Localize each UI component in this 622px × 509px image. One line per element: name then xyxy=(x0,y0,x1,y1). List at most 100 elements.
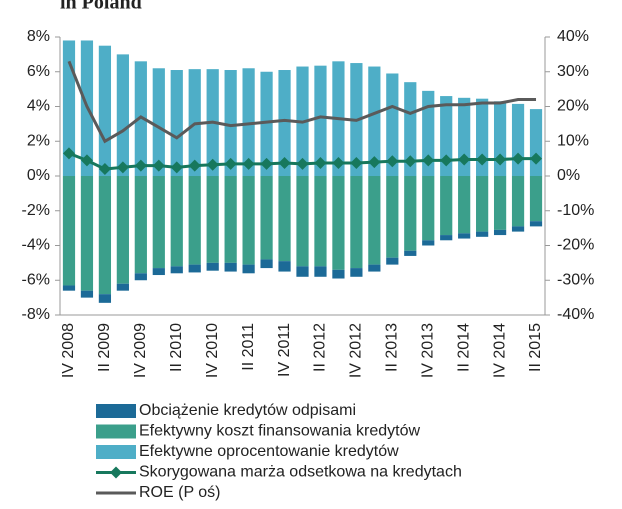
legend-label: Obciążenie kredytów odpisami xyxy=(139,402,356,419)
bar xyxy=(134,273,147,281)
line-marker xyxy=(368,156,381,169)
bar xyxy=(116,54,129,176)
bar xyxy=(386,257,399,265)
bar xyxy=(62,285,76,291)
line-marker xyxy=(152,159,165,172)
x-tick-label: IV 2008 xyxy=(60,323,77,378)
line-marker xyxy=(314,156,327,169)
x-tick-label: II 2010 xyxy=(168,323,185,372)
x-tick-label: IV 2014 xyxy=(491,323,508,378)
bar xyxy=(458,97,471,176)
line-marker xyxy=(494,153,507,166)
bar xyxy=(404,176,417,251)
bar xyxy=(260,176,273,260)
bar xyxy=(440,96,453,176)
line xyxy=(67,60,537,144)
x-tick-label: II 2012 xyxy=(312,323,329,372)
bar xyxy=(62,176,76,286)
y-tick-label: -8% xyxy=(22,306,50,323)
bar xyxy=(224,176,237,263)
bar xyxy=(206,176,219,263)
bar xyxy=(440,176,453,236)
y-tick-label: 8% xyxy=(27,28,50,45)
y-tick-label: 4% xyxy=(27,98,50,115)
y2-tick-label: 0% xyxy=(557,167,580,184)
line-marker xyxy=(422,154,435,167)
line-marker xyxy=(80,154,93,167)
bar xyxy=(98,294,112,303)
bar xyxy=(476,176,489,232)
bar xyxy=(80,176,94,291)
bar xyxy=(511,176,525,227)
y2-tick-label: -30% xyxy=(557,271,594,288)
legend-label: Efektywny koszt finansowania kredytów xyxy=(139,423,420,440)
bar xyxy=(350,176,363,269)
y-tick-label: -2% xyxy=(22,202,50,219)
bar xyxy=(296,266,309,277)
line-marker xyxy=(188,159,201,172)
legend-swatch xyxy=(96,445,136,459)
bar xyxy=(152,176,165,269)
y2-tick-label: 20% xyxy=(557,98,589,115)
bar xyxy=(98,176,112,295)
bar xyxy=(386,73,399,176)
line-marker xyxy=(458,153,471,166)
bar xyxy=(332,269,345,279)
line-marker xyxy=(350,156,363,169)
x-tick-label: II 2014 xyxy=(455,323,472,372)
bar xyxy=(458,233,471,239)
x-tick-label: IV 2012 xyxy=(348,323,365,378)
bar xyxy=(529,176,543,222)
x-tick-label: IV 2013 xyxy=(419,323,436,378)
bar xyxy=(404,250,417,256)
bar xyxy=(152,268,165,276)
chart-title: in Poland xyxy=(60,0,142,14)
bar xyxy=(188,176,201,265)
bar xyxy=(386,176,399,258)
bar xyxy=(134,176,147,274)
bar xyxy=(260,71,273,176)
bar xyxy=(314,65,327,176)
bar xyxy=(80,290,94,298)
y-tick-label: -4% xyxy=(22,237,50,254)
bar xyxy=(368,66,381,176)
y-tick-label: -6% xyxy=(22,271,50,288)
line-marker xyxy=(62,147,75,160)
y2-tick-label: 30% xyxy=(557,63,589,80)
legend-label: ROE (P oś) xyxy=(139,484,221,501)
bar xyxy=(332,176,345,270)
x-tick-label: II 2015 xyxy=(527,323,544,372)
line-marker xyxy=(476,153,489,166)
x-tick-label: II 2011 xyxy=(240,323,257,371)
bar xyxy=(170,176,183,267)
bar xyxy=(170,266,183,274)
line-marker xyxy=(404,155,417,168)
line-marker xyxy=(332,156,345,169)
bar xyxy=(242,264,255,274)
bar xyxy=(242,68,255,176)
line-marker xyxy=(224,157,237,170)
bar xyxy=(422,240,435,246)
y2-tick-label: -20% xyxy=(557,237,594,254)
bar xyxy=(493,229,507,236)
bar xyxy=(350,268,363,277)
bar xyxy=(152,68,165,176)
line-marker xyxy=(170,161,183,174)
bar xyxy=(511,226,525,232)
bar xyxy=(440,235,453,241)
bar xyxy=(476,231,489,237)
bar xyxy=(511,103,525,176)
bar xyxy=(224,262,237,272)
bar xyxy=(422,176,435,241)
bar xyxy=(404,82,417,176)
line-marker xyxy=(98,163,111,176)
bar xyxy=(529,109,543,176)
bar xyxy=(260,259,273,269)
bar xyxy=(368,176,381,265)
bar xyxy=(493,176,507,230)
bar xyxy=(278,70,291,176)
line-marker xyxy=(206,158,219,171)
y2-tick-label: -40% xyxy=(557,306,594,323)
y-tick-label: 0% xyxy=(27,167,50,184)
